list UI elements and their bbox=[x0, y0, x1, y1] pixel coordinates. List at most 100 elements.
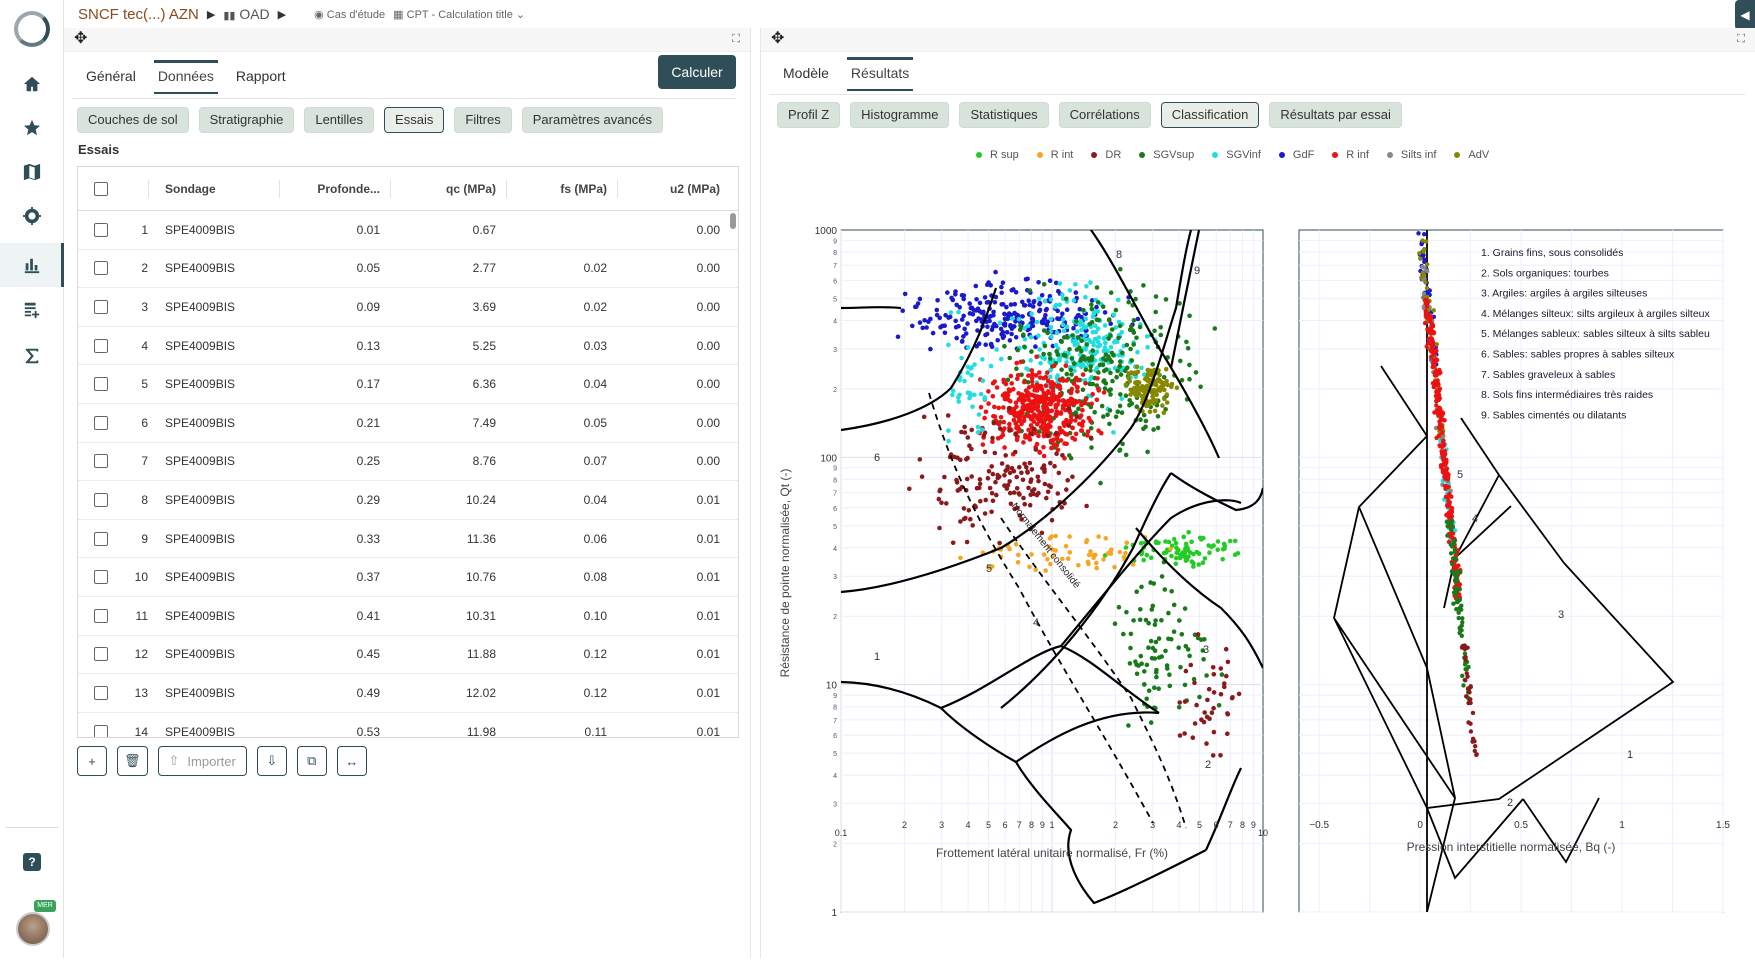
calculer-button[interactable]: Calculer bbox=[658, 55, 736, 89]
cell-qc[interactable]: 6.36 bbox=[472, 377, 496, 392]
legend-item[interactable]: R sup bbox=[976, 149, 1019, 161]
cell-qc[interactable]: 11.98 bbox=[466, 724, 496, 738]
cell-profondeur[interactable]: 0.17 bbox=[356, 377, 380, 392]
cell-fs[interactable]: 0.10 bbox=[583, 608, 607, 623]
row-checkbox[interactable] bbox=[94, 299, 108, 314]
cell-profondeur[interactable]: 0.37 bbox=[356, 570, 380, 585]
breadcrumb-project[interactable]: SNCF tec(...) AZN bbox=[78, 5, 199, 23]
resize-columns-button[interactable]: ↔ bbox=[336, 746, 367, 776]
caret-right-icon[interactable]: ▶ bbox=[277, 8, 287, 21]
table-row[interactable]: 10 SPE4009BIS 0.37 10.76 0.08 0.01 bbox=[78, 558, 738, 597]
subtab-histogramme[interactable]: Histogramme bbox=[850, 102, 950, 128]
select-all-checkbox[interactable] bbox=[94, 181, 108, 196]
cell-u2[interactable]: 0.01 bbox=[696, 647, 720, 662]
cell-qc[interactable]: 3.69 bbox=[472, 299, 496, 314]
subtab-statistiques[interactable]: Statistiques bbox=[959, 102, 1049, 128]
breadcrumb-case[interactable]: ◉ Cas d'étude bbox=[314, 8, 386, 21]
subtab-parametres-avances[interactable]: Paramètres avancés bbox=[521, 107, 663, 133]
row-checkbox[interactable] bbox=[94, 492, 108, 507]
subtab-filtres[interactable]: Filtres bbox=[454, 107, 512, 133]
legend-item[interactable]: R int bbox=[1036, 149, 1073, 161]
move-icon[interactable]: ✥ bbox=[771, 30, 785, 47]
subtab-stratigraphie[interactable]: Stratigraphie bbox=[198, 107, 295, 133]
table-row[interactable]: 5 SPE4009BIS 0.17 6.36 0.04 0.00 bbox=[78, 365, 738, 404]
sigma-icon[interactable] bbox=[18, 342, 46, 370]
cell-fs[interactable]: 0.04 bbox=[583, 377, 607, 392]
legend-item[interactable]: SGVsup bbox=[1139, 149, 1194, 161]
chart-icon[interactable] bbox=[18, 251, 46, 279]
cell-profondeur[interactable]: 0.49 bbox=[356, 685, 380, 700]
subtab-lentilles[interactable]: Lentilles bbox=[304, 107, 375, 133]
table-row[interactable]: 2 SPE4009BIS 0.05 2.77 0.02 0.00 bbox=[78, 250, 738, 289]
table-row[interactable]: 11 SPE4009BIS 0.41 10.31 0.10 0.01 bbox=[78, 597, 738, 636]
cell-qc[interactable]: 7.49 bbox=[472, 415, 496, 430]
cell-qc[interactable]: 10.76 bbox=[465, 570, 496, 585]
row-checkbox[interactable] bbox=[94, 608, 108, 623]
legend-item[interactable]: AdV bbox=[1454, 149, 1489, 161]
row-checkbox[interactable] bbox=[94, 222, 108, 237]
app-logo[interactable] bbox=[14, 11, 50, 47]
cell-u2[interactable]: 0.00 bbox=[696, 261, 720, 276]
row-checkbox[interactable] bbox=[94, 685, 108, 700]
table-row[interactable]: 6 SPE4009BIS 0.21 7.49 0.05 0.00 bbox=[78, 404, 738, 443]
row-checkbox[interactable] bbox=[94, 454, 108, 469]
subtab-resultats-par-essai[interactable]: Résultats par essai bbox=[1269, 102, 1402, 128]
row-checkbox[interactable] bbox=[94, 415, 108, 430]
cell-fs[interactable]: 0.07 bbox=[583, 454, 607, 469]
col-profondeur[interactable]: Profonde... bbox=[317, 181, 380, 196]
home-icon[interactable] bbox=[18, 70, 46, 98]
table-row[interactable]: 4 SPE4009BIS 0.13 5.25 0.03 0.00 bbox=[78, 327, 738, 366]
tab-general[interactable]: Général bbox=[86, 68, 136, 84]
legend-item[interactable]: DR bbox=[1091, 149, 1121, 161]
cell-profondeur[interactable]: 0.25 bbox=[356, 454, 380, 469]
cell-profondeur[interactable]: 0.45 bbox=[356, 647, 380, 662]
cell-sondage[interactable]: SPE4009BIS bbox=[165, 570, 236, 585]
row-checkbox[interactable] bbox=[94, 647, 108, 662]
cell-qc[interactable]: 10.31 bbox=[465, 608, 496, 623]
row-checkbox[interactable] bbox=[94, 531, 108, 546]
cell-qc[interactable]: 11.36 bbox=[466, 531, 496, 546]
cell-sondage[interactable]: SPE4009BIS bbox=[165, 415, 236, 430]
cell-u2[interactable]: 0.00 bbox=[696, 377, 720, 392]
cell-qc[interactable]: 12.02 bbox=[465, 685, 496, 700]
tab-donnees[interactable]: Données bbox=[153, 60, 218, 94]
cell-fs[interactable]: 0.02 bbox=[583, 261, 607, 276]
table-row[interactable]: 12 SPE4009BIS 0.45 11.88 0.12 0.01 bbox=[78, 636, 738, 675]
row-checkbox[interactable] bbox=[94, 261, 108, 276]
table-row[interactable]: 13 SPE4009BIS 0.49 12.02 0.12 0.01 bbox=[78, 674, 738, 713]
subtab-correlations[interactable]: Corrélations bbox=[1058, 102, 1151, 128]
cell-profondeur[interactable]: 0.01 bbox=[356, 222, 380, 237]
row-checkbox[interactable] bbox=[94, 377, 108, 392]
cell-u2[interactable]: 0.00 bbox=[696, 222, 720, 237]
cell-sondage[interactable]: SPE4009BIS bbox=[165, 454, 236, 469]
cell-fs[interactable]: 0.12 bbox=[583, 685, 607, 700]
cell-profondeur[interactable]: 0.29 bbox=[356, 492, 380, 507]
cell-profondeur[interactable]: 0.33 bbox=[356, 531, 380, 546]
star-icon[interactable] bbox=[18, 114, 46, 142]
cell-u2[interactable]: 0.01 bbox=[696, 531, 720, 546]
table-row[interactable]: 9 SPE4009BIS 0.33 11.36 0.06 0.01 bbox=[78, 520, 738, 559]
table-row[interactable]: 3 SPE4009BIS 0.09 3.69 0.02 0.00 bbox=[78, 288, 738, 327]
table-row[interactable]: 14 SPE4009BIS 0.53 11.98 0.11 0.01 bbox=[78, 713, 738, 738]
row-checkbox[interactable] bbox=[94, 724, 108, 737]
expand-icon[interactable]: ⛶ bbox=[732, 33, 740, 45]
legend-item[interactable]: Silts inf bbox=[1386, 149, 1436, 161]
target-icon[interactable] bbox=[18, 202, 46, 230]
cell-profondeur[interactable]: 0.41 bbox=[356, 608, 380, 623]
cell-profondeur[interactable]: 0.21 bbox=[356, 415, 380, 430]
cell-fs[interactable]: 0.04 bbox=[583, 492, 607, 507]
help-icon[interactable]: ? bbox=[23, 853, 41, 871]
subtab-couches-de-sol[interactable]: Couches de sol bbox=[77, 107, 189, 133]
table-row[interactable]: 8 SPE4009BIS 0.29 10.24 0.04 0.01 bbox=[78, 481, 738, 520]
cell-fs[interactable]: 0.11 bbox=[584, 724, 607, 738]
cell-sondage[interactable]: SPE4009BIS bbox=[165, 377, 236, 392]
cell-fs[interactable]: 0.02 bbox=[583, 299, 607, 314]
download-button[interactable]: ⇩ bbox=[256, 746, 287, 776]
cell-u2[interactable]: 0.01 bbox=[696, 608, 720, 623]
table-row[interactable]: 7 SPE4009BIS 0.25 8.76 0.07 0.00 bbox=[78, 443, 738, 482]
cell-u2[interactable]: 0.01 bbox=[696, 724, 720, 738]
cell-sondage[interactable]: SPE4009BIS bbox=[165, 647, 236, 662]
row-checkbox[interactable] bbox=[94, 570, 108, 585]
col-fs[interactable]: fs (MPa) bbox=[560, 181, 607, 196]
cell-fs[interactable]: 0.05 bbox=[583, 415, 607, 430]
